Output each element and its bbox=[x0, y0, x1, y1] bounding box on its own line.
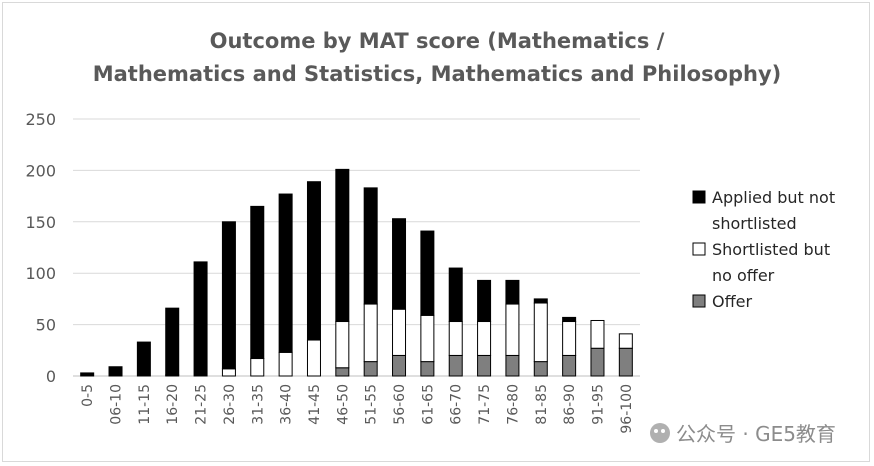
y-tick-label: 100 bbox=[25, 264, 56, 283]
bar-segment bbox=[448, 267, 463, 323]
x-tick-label: 66-70 bbox=[449, 384, 465, 425]
x-tick-label: 16-20 bbox=[165, 384, 181, 425]
bar-segment bbox=[392, 308, 407, 356]
bar-segment bbox=[420, 230, 435, 316]
bar-segment bbox=[108, 366, 123, 377]
legend-swatch bbox=[692, 242, 706, 256]
bar-segment bbox=[562, 354, 577, 377]
chart-title-line: Mathematics and Statistics, Mathematics … bbox=[93, 62, 782, 86]
x-tick-label: 61-65 bbox=[420, 384, 436, 425]
legend-swatch bbox=[692, 190, 706, 204]
x-tick-label: 0-5 bbox=[80, 384, 96, 407]
bar-segment bbox=[306, 181, 321, 341]
x-tick-label: 26-30 bbox=[222, 384, 238, 425]
legend-swatch bbox=[692, 294, 706, 308]
bar-segment bbox=[477, 321, 492, 356]
x-tick-label: 36-40 bbox=[279, 384, 295, 425]
bar-segment bbox=[335, 367, 350, 377]
y-tick-label: 250 bbox=[25, 110, 56, 129]
bar-segment bbox=[562, 316, 577, 323]
bar-segment bbox=[590, 347, 605, 377]
bar-segment bbox=[505, 279, 520, 305]
bar-segment bbox=[618, 333, 633, 349]
bar-segment bbox=[250, 358, 265, 377]
bar-segment bbox=[250, 205, 265, 360]
x-tick-label: 51-55 bbox=[364, 384, 380, 425]
bar-segment bbox=[136, 341, 151, 377]
bar-segment bbox=[221, 221, 236, 370]
x-tick-label: 41-45 bbox=[307, 384, 323, 425]
y-tick-label: 0 bbox=[46, 367, 56, 386]
x-tick-label: 56-60 bbox=[392, 384, 408, 425]
bar-segment bbox=[363, 303, 378, 363]
x-tick-label: 06-10 bbox=[109, 384, 125, 425]
watermark: 公众号 · GE5教育 bbox=[650, 418, 836, 447]
bar-segment bbox=[278, 351, 293, 377]
x-tick-label: 76-80 bbox=[505, 384, 521, 425]
bar-segment bbox=[562, 321, 577, 356]
x-tick-label: 21-25 bbox=[194, 384, 210, 425]
x-tick-label: 91-95 bbox=[590, 384, 606, 425]
bar-segment bbox=[363, 187, 378, 305]
wechat-icon bbox=[650, 422, 670, 443]
bar-segment bbox=[533, 302, 548, 363]
bar-segment bbox=[505, 354, 520, 377]
bar-segment bbox=[477, 354, 492, 377]
bar-segment bbox=[221, 368, 236, 377]
bar-segment bbox=[590, 319, 605, 349]
bar-segment bbox=[335, 321, 350, 369]
x-tick-label: 46-50 bbox=[335, 384, 351, 425]
bar-segment bbox=[505, 303, 520, 356]
bar-segment bbox=[533, 298, 548, 304]
legend-label: Shortlisted but bbox=[712, 240, 830, 259]
bar-segment bbox=[477, 279, 492, 323]
bar-segment bbox=[618, 347, 633, 377]
bar-segment bbox=[193, 261, 208, 377]
legend-label: shortlisted bbox=[712, 214, 797, 233]
x-tick-label: 86-90 bbox=[562, 384, 578, 425]
x-tick-label: 11-15 bbox=[137, 384, 153, 425]
x-tick-label: 71-75 bbox=[477, 384, 493, 425]
bar-segment bbox=[278, 193, 293, 353]
bar-segment bbox=[448, 354, 463, 377]
watermark-text: 公众号 · GE5教育 bbox=[676, 422, 836, 446]
x-tick-label: 81-85 bbox=[534, 384, 550, 425]
bar-segment bbox=[165, 307, 180, 376]
bar-segment bbox=[392, 354, 407, 377]
y-tick-label: 200 bbox=[25, 161, 56, 180]
x-tick-label: 31-35 bbox=[250, 384, 266, 425]
bar-segment bbox=[392, 218, 407, 310]
bar-segment bbox=[448, 321, 463, 356]
bar-segment bbox=[533, 361, 548, 377]
bar-segment bbox=[80, 372, 95, 377]
legend-label: Applied but not bbox=[712, 188, 835, 207]
y-tick-label: 150 bbox=[25, 213, 56, 232]
legend-label: no offer bbox=[712, 266, 775, 285]
bar-segment bbox=[306, 339, 321, 377]
bar-segment bbox=[335, 168, 350, 323]
bar-segment bbox=[363, 361, 378, 377]
y-tick-label: 50 bbox=[36, 316, 56, 335]
bar-segment bbox=[420, 361, 435, 377]
legend-label: Offer bbox=[712, 292, 752, 311]
chart-title-line: Outcome by MAT score (Mathematics / bbox=[210, 29, 665, 53]
bar-segment bbox=[420, 314, 435, 363]
x-tick-label: 96-100 bbox=[619, 384, 635, 434]
